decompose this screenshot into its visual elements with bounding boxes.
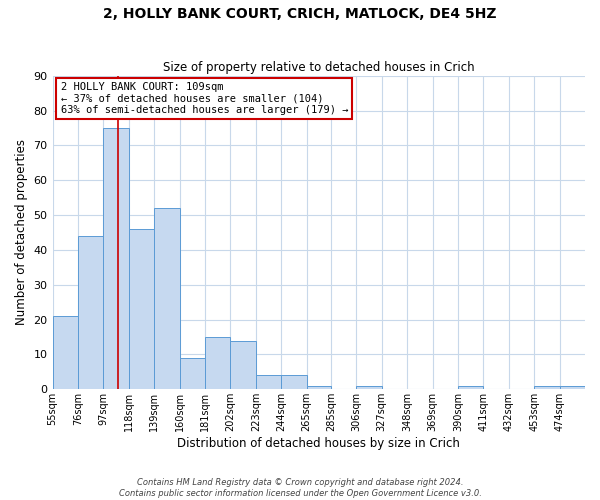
- Title: Size of property relative to detached houses in Crich: Size of property relative to detached ho…: [163, 62, 475, 74]
- Bar: [560, 386, 585, 390]
- Bar: [356, 386, 382, 390]
- Bar: [281, 376, 307, 390]
- Bar: [256, 376, 281, 390]
- Bar: [179, 358, 205, 390]
- Bar: [129, 229, 154, 390]
- Bar: [534, 386, 560, 390]
- Bar: [458, 386, 484, 390]
- Text: 2 HOLLY BANK COURT: 109sqm
← 37% of detached houses are smaller (104)
63% of sem: 2 HOLLY BANK COURT: 109sqm ← 37% of deta…: [61, 82, 348, 115]
- Bar: [205, 337, 230, 390]
- Y-axis label: Number of detached properties: Number of detached properties: [15, 140, 28, 326]
- Bar: [230, 340, 256, 390]
- Bar: [307, 386, 331, 390]
- Bar: [103, 128, 129, 390]
- Bar: [53, 316, 78, 390]
- Text: Contains HM Land Registry data © Crown copyright and database right 2024.
Contai: Contains HM Land Registry data © Crown c…: [119, 478, 481, 498]
- Bar: [154, 208, 179, 390]
- Bar: [78, 236, 103, 390]
- X-axis label: Distribution of detached houses by size in Crich: Distribution of detached houses by size …: [178, 437, 460, 450]
- Text: 2, HOLLY BANK COURT, CRICH, MATLOCK, DE4 5HZ: 2, HOLLY BANK COURT, CRICH, MATLOCK, DE4…: [103, 8, 497, 22]
